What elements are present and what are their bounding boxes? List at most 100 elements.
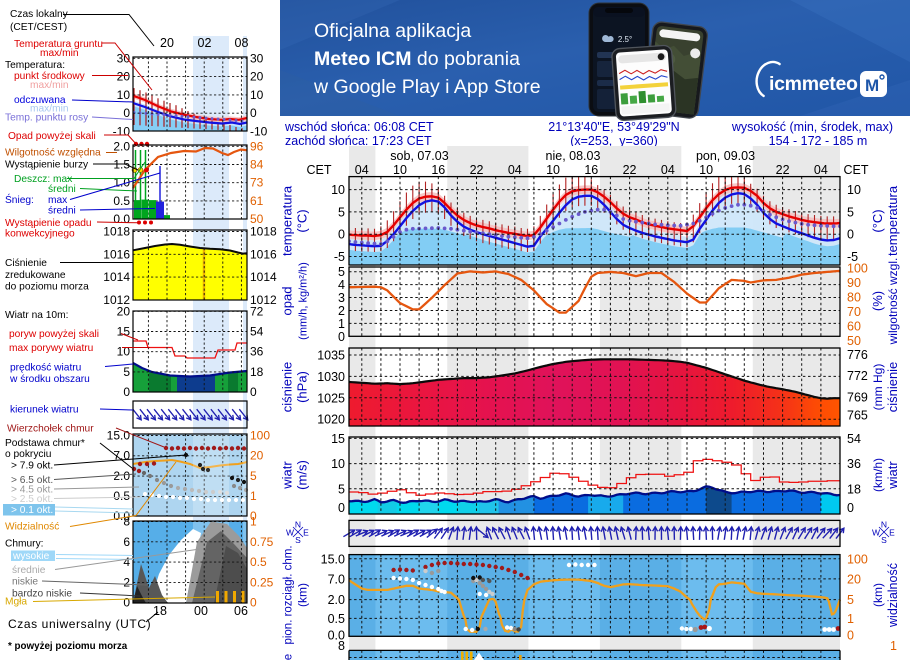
svg-text:5: 5 <box>338 482 345 496</box>
svg-text:E: E <box>303 528 309 538</box>
svg-text:15: 15 <box>331 432 345 446</box>
svg-text:(hPa): (hPa) <box>295 371 310 403</box>
svg-text:w Google Play i App Store: w Google Play i App Store <box>313 76 541 98</box>
svg-text:0: 0 <box>338 228 345 242</box>
svg-text:wiatr: wiatr <box>885 461 900 490</box>
svg-text:wschód słońca: 06:08 CET: wschód słońca: 06:08 CET <box>284 120 434 134</box>
svg-text:0.75: 0.75 <box>250 535 274 549</box>
svg-text:wilgotność wzgl.: wilgotność wzgl. <box>886 258 900 346</box>
svg-text:2.5°: 2.5° <box>618 35 632 44</box>
svg-text:54: 54 <box>847 432 861 446</box>
svg-text:0: 0 <box>847 501 854 515</box>
svg-text:0.25: 0.25 <box>250 575 274 589</box>
svg-text:Wilgotność względna: Wilgotność względna <box>5 148 101 159</box>
svg-text:0.5: 0.5 <box>328 612 345 626</box>
svg-text:20: 20 <box>117 70 131 84</box>
svg-text:Wiatr na 10m:: Wiatr na 10m: <box>5 310 68 321</box>
svg-text:20: 20 <box>250 449 264 463</box>
svg-text:1014: 1014 <box>250 270 277 284</box>
svg-text:0: 0 <box>250 385 257 399</box>
svg-text:1: 1 <box>338 317 345 331</box>
svg-text:icmmeteo: icmmeteo <box>769 73 858 95</box>
svg-text:> 0.1 okt.: > 0.1 okt. <box>11 505 53 516</box>
svg-text:CET: CET <box>307 163 332 177</box>
svg-text:prędkość wiatru: prędkość wiatru <box>10 363 81 374</box>
svg-text:punkt środkowy: punkt środkowy <box>14 71 86 82</box>
svg-text:15.0: 15.0 <box>107 429 131 443</box>
svg-text:10: 10 <box>393 163 407 177</box>
svg-text:Podstawa chmur*: Podstawa chmur* <box>5 438 85 449</box>
svg-text:10: 10 <box>117 345 131 359</box>
svg-text:1: 1 <box>250 515 257 529</box>
svg-text:06: 06 <box>234 604 248 618</box>
svg-text:80: 80 <box>847 290 861 304</box>
svg-text:10: 10 <box>546 163 560 177</box>
svg-text:(km): (km) <box>871 583 885 607</box>
svg-text:1: 1 <box>890 639 897 653</box>
svg-text:00: 00 <box>194 604 208 618</box>
svg-text:Czas lokalny: Czas lokalny <box>10 9 69 20</box>
svg-text:1016: 1016 <box>103 247 130 261</box>
svg-text:0: 0 <box>338 330 345 344</box>
svg-text:6: 6 <box>123 535 130 549</box>
svg-text:54: 54 <box>250 325 264 339</box>
svg-text:S: S <box>881 535 887 545</box>
svg-text:odczuwana: odczuwana <box>14 95 66 106</box>
svg-text:max porywy wiatru: max porywy wiatru <box>9 343 93 354</box>
svg-text:Widzialność: Widzialność <box>5 522 59 533</box>
svg-text:769: 769 <box>847 390 868 404</box>
svg-text:max: max <box>48 195 67 206</box>
svg-text:Mgła: Mgła <box>5 597 27 608</box>
svg-text:ciśnienie: ciśnienie <box>885 362 900 413</box>
svg-text:w środku obszaru: w środku obszaru <box>9 374 90 385</box>
svg-text:5: 5 <box>250 469 257 483</box>
svg-text:20: 20 <box>160 36 174 50</box>
svg-text:50: 50 <box>847 334 861 348</box>
svg-text:10: 10 <box>331 457 345 471</box>
svg-text:> 7.9 okt.: > 7.9 okt. <box>11 461 53 472</box>
svg-text:20: 20 <box>847 572 861 586</box>
svg-text:5: 5 <box>847 593 854 607</box>
svg-text:7.0: 7.0 <box>328 572 345 586</box>
svg-text:Wystąpienie burzy: Wystąpienie burzy <box>5 160 89 171</box>
svg-text:Czas uniwersalny (UTC): Czas uniwersalny (UTC) <box>8 617 151 631</box>
svg-text:10: 10 <box>699 163 713 177</box>
svg-text:średni: średni <box>48 206 76 217</box>
svg-text:> 4.5 okt.: > 4.5 okt. <box>11 485 53 496</box>
svg-text:4: 4 <box>123 555 130 569</box>
svg-text:5: 5 <box>123 365 130 379</box>
svg-text:Meteo ICM do pobrania: Meteo ICM do pobrania <box>314 48 520 70</box>
svg-text:max/min: max/min <box>30 104 69 115</box>
svg-text:73: 73 <box>250 176 264 190</box>
svg-text:765: 765 <box>847 409 868 423</box>
svg-text:61: 61 <box>250 194 264 208</box>
svg-text:90: 90 <box>847 276 861 290</box>
svg-text:(km): (km) <box>296 583 310 607</box>
svg-text:wysokość (min, środek, max): wysokość (min, środek, max) <box>731 120 893 134</box>
svg-text:wiatr: wiatr <box>280 461 295 490</box>
svg-text:-5: -5 <box>847 250 858 264</box>
svg-text:1025: 1025 <box>317 391 345 405</box>
svg-text:5: 5 <box>338 265 345 279</box>
svg-text:22: 22 <box>623 163 637 177</box>
svg-text:16: 16 <box>431 163 445 177</box>
svg-text:temperatura: temperatura <box>885 185 900 256</box>
svg-text:5: 5 <box>338 205 345 219</box>
svg-text:(m/s): (m/s) <box>295 460 310 490</box>
svg-text:1035: 1035 <box>317 349 345 363</box>
svg-text:1: 1 <box>847 612 854 626</box>
svg-text:max/min: max/min <box>40 48 79 59</box>
svg-text:wysokie: wysokie <box>12 551 50 562</box>
svg-text:154 - 172 - 185 m: 154 - 172 - 185 m <box>769 134 868 148</box>
svg-text:100: 100 <box>847 552 868 566</box>
svg-text:o pokryciu: o pokryciu <box>5 449 51 460</box>
svg-text:M: M <box>865 76 879 95</box>
svg-text:poryw powyżej skali: poryw powyżej skali <box>9 329 99 340</box>
svg-text:84: 84 <box>250 158 264 172</box>
svg-text:niskie: niskie <box>12 577 38 588</box>
svg-text:1014: 1014 <box>103 270 130 284</box>
svg-text:e: e <box>283 654 295 660</box>
svg-text:18: 18 <box>153 604 167 618</box>
svg-text:5: 5 <box>847 205 854 219</box>
svg-text:E: E <box>889 528 895 538</box>
